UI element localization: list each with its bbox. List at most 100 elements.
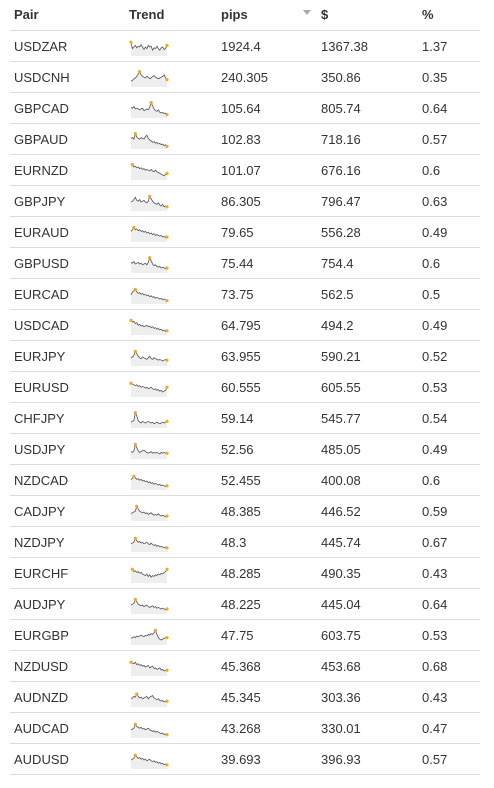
sparkline-marker bbox=[135, 692, 139, 696]
sparkline-line bbox=[130, 443, 167, 455]
sparkline-line bbox=[130, 350, 168, 362]
sparkline-marker bbox=[149, 101, 153, 105]
table-row[interactable]: GBPCAD 105.64 805.74 0.64 bbox=[10, 93, 480, 124]
pct-cell: 0.6 bbox=[422, 163, 441, 178]
table-row[interactable]: USDCNH 240.305 350.86 0.35 bbox=[10, 62, 480, 93]
trend-sparkline bbox=[130, 256, 169, 273]
sparkline-marker bbox=[130, 567, 135, 571]
table-row[interactable]: AUDJPY 48.225 445.04 0.64 bbox=[10, 589, 480, 620]
sparkline-line bbox=[130, 226, 168, 239]
trend-sparkline bbox=[130, 628, 169, 645]
table-row[interactable]: USDZAR 1924.4 1367.38 1.37 bbox=[10, 31, 480, 62]
table-row[interactable]: EURJPY 63.955 590.21 0.52 bbox=[10, 341, 480, 372]
pair-cell: EURJPY bbox=[14, 349, 66, 364]
sparkline-area bbox=[131, 412, 167, 428]
sparkline-marker bbox=[165, 329, 169, 333]
usd-cell: 400.08 bbox=[321, 473, 361, 488]
table-row[interactable]: EURUSD 60.555 605.55 0.53 bbox=[10, 372, 480, 403]
sparkline-marker bbox=[165, 607, 169, 611]
pct-cell: 0.68 bbox=[422, 659, 448, 674]
pair-cell: GBPUSD bbox=[14, 256, 69, 271]
sparkline-marker bbox=[165, 78, 169, 82]
sparkline-marker bbox=[165, 385, 169, 389]
table-row[interactable]: NZDUSD 45.368 453.68 0.68 bbox=[10, 651, 480, 682]
table-row[interactable]: EURCAD 73.75 562.5 0.5 bbox=[10, 279, 480, 310]
sparkline-line bbox=[130, 723, 168, 736]
table-row[interactable]: CADJPY 48.385 446.52 0.59 bbox=[10, 496, 480, 527]
pair-cell: EURCHF bbox=[14, 566, 69, 581]
sparkline-line bbox=[130, 382, 168, 393]
sparkline-marker bbox=[133, 536, 137, 540]
column-header-pips[interactable]: pips bbox=[221, 7, 248, 22]
sparkline-marker bbox=[133, 349, 137, 353]
trend-sparkline bbox=[129, 381, 169, 397]
sparkline-marker bbox=[133, 442, 137, 446]
table-row[interactable]: NZDCAD 52.455 400.08 0.6 bbox=[10, 465, 480, 496]
trend-sparkline bbox=[130, 692, 169, 707]
sparkline-marker bbox=[138, 70, 142, 74]
sparkline-marker bbox=[129, 381, 133, 385]
pips-cell: 43.268 bbox=[221, 721, 261, 736]
pct-cell: 0.57 bbox=[422, 132, 448, 147]
table-row[interactable]: AUDUSD 39.693 396.93 0.57 bbox=[10, 744, 480, 775]
pips-cell: 48.225 bbox=[221, 597, 261, 612]
pips-cell: 45.345 bbox=[221, 690, 261, 705]
table-row[interactable]: AUDCAD 43.268 330.01 0.47 bbox=[10, 713, 480, 744]
pair-cell: CADJPY bbox=[14, 504, 66, 519]
table-row[interactable]: EURCHF 48.285 490.35 0.43 bbox=[10, 558, 480, 589]
usd-cell: 796.47 bbox=[321, 194, 361, 209]
pct-cell: 0.64 bbox=[422, 101, 448, 116]
pair-cell: USDJPY bbox=[14, 442, 66, 457]
column-header-usd[interactable]: $ bbox=[321, 7, 329, 22]
pct-cell: 0.5 bbox=[422, 287, 441, 302]
sparkline-marker bbox=[148, 194, 152, 198]
pct-cell: 0.54 bbox=[422, 411, 448, 426]
sparkline-area bbox=[131, 476, 167, 490]
sparkline-marker bbox=[153, 628, 158, 632]
table-row[interactable]: EURGBP 47.75 603.75 0.53 bbox=[10, 620, 480, 651]
sparkline-marker bbox=[133, 287, 137, 291]
table-row[interactable]: USDJPY 52.56 485.05 0.49 bbox=[10, 434, 480, 465]
sort-descending-icon[interactable] bbox=[303, 10, 311, 15]
pair-cell: GBPJPY bbox=[14, 194, 66, 209]
table-row[interactable]: USDCAD 64.795 494.2 0.49 bbox=[10, 310, 480, 341]
trend-sparkline bbox=[130, 101, 169, 118]
sparkline-line bbox=[130, 288, 168, 301]
pips-cell: 64.795 bbox=[221, 318, 261, 333]
trend-sparkline bbox=[130, 474, 169, 490]
pair-cell: GBPAUD bbox=[14, 132, 68, 147]
trend-sparkline bbox=[130, 722, 169, 738]
table-row[interactable]: GBPAUD 102.83 718.16 0.57 bbox=[10, 124, 480, 155]
table-row[interactable]: CHFJPY 59.14 545.77 0.54 bbox=[10, 403, 480, 434]
sparkline-marker bbox=[133, 132, 137, 136]
pips-cell: 60.555 bbox=[221, 380, 261, 395]
trend-sparkline bbox=[130, 163, 169, 180]
usd-cell: 445.74 bbox=[321, 535, 361, 550]
table-row[interactable]: EURAUD 79.65 556.28 0.49 bbox=[10, 217, 480, 248]
column-header-pair[interactable]: Pair bbox=[14, 7, 39, 22]
pct-cell: 0.43 bbox=[422, 566, 448, 581]
table-body: USDZAR 1924.4 1367.38 1.37 USDCNH 240.305 350.… bbox=[10, 31, 480, 775]
pips-cell: 102.83 bbox=[221, 132, 261, 147]
sparkline-marker bbox=[165, 484, 169, 488]
table-row[interactable]: GBPUSD 75.44 754.4 0.6 bbox=[10, 248, 480, 279]
pips-cell: 86.305 bbox=[221, 194, 261, 209]
sparkline-marker bbox=[129, 318, 133, 322]
usd-cell: 562.5 bbox=[321, 287, 354, 302]
trend-sparkline bbox=[130, 567, 169, 583]
sparkline-marker bbox=[165, 235, 169, 239]
sparkline-area bbox=[131, 257, 167, 273]
table-row[interactable]: GBPJPY 86.305 796.47 0.63 bbox=[10, 186, 480, 217]
table-row[interactable]: EURNZD 101.07 676.16 0.6 bbox=[10, 155, 480, 186]
column-header-pct[interactable]: % bbox=[422, 7, 434, 22]
sparkline-area bbox=[131, 227, 167, 242]
sparkline-marker bbox=[165, 266, 169, 270]
sparkline-marker bbox=[165, 43, 169, 47]
pairs-table: Pair Trend pips $ % USDZAR 1924.4 1367.38 1… bbox=[10, 0, 480, 775]
pair-cell: EURNZD bbox=[14, 163, 69, 178]
table-row[interactable]: AUDNZD 45.345 303.36 0.43 bbox=[10, 682, 480, 713]
column-header-trend[interactable]: Trend bbox=[129, 7, 165, 22]
table-row[interactable]: NZDJPY 48.3 445.74 0.67 bbox=[10, 527, 480, 558]
pct-cell: 0.59 bbox=[422, 504, 448, 519]
pct-cell: 0.53 bbox=[422, 380, 448, 395]
